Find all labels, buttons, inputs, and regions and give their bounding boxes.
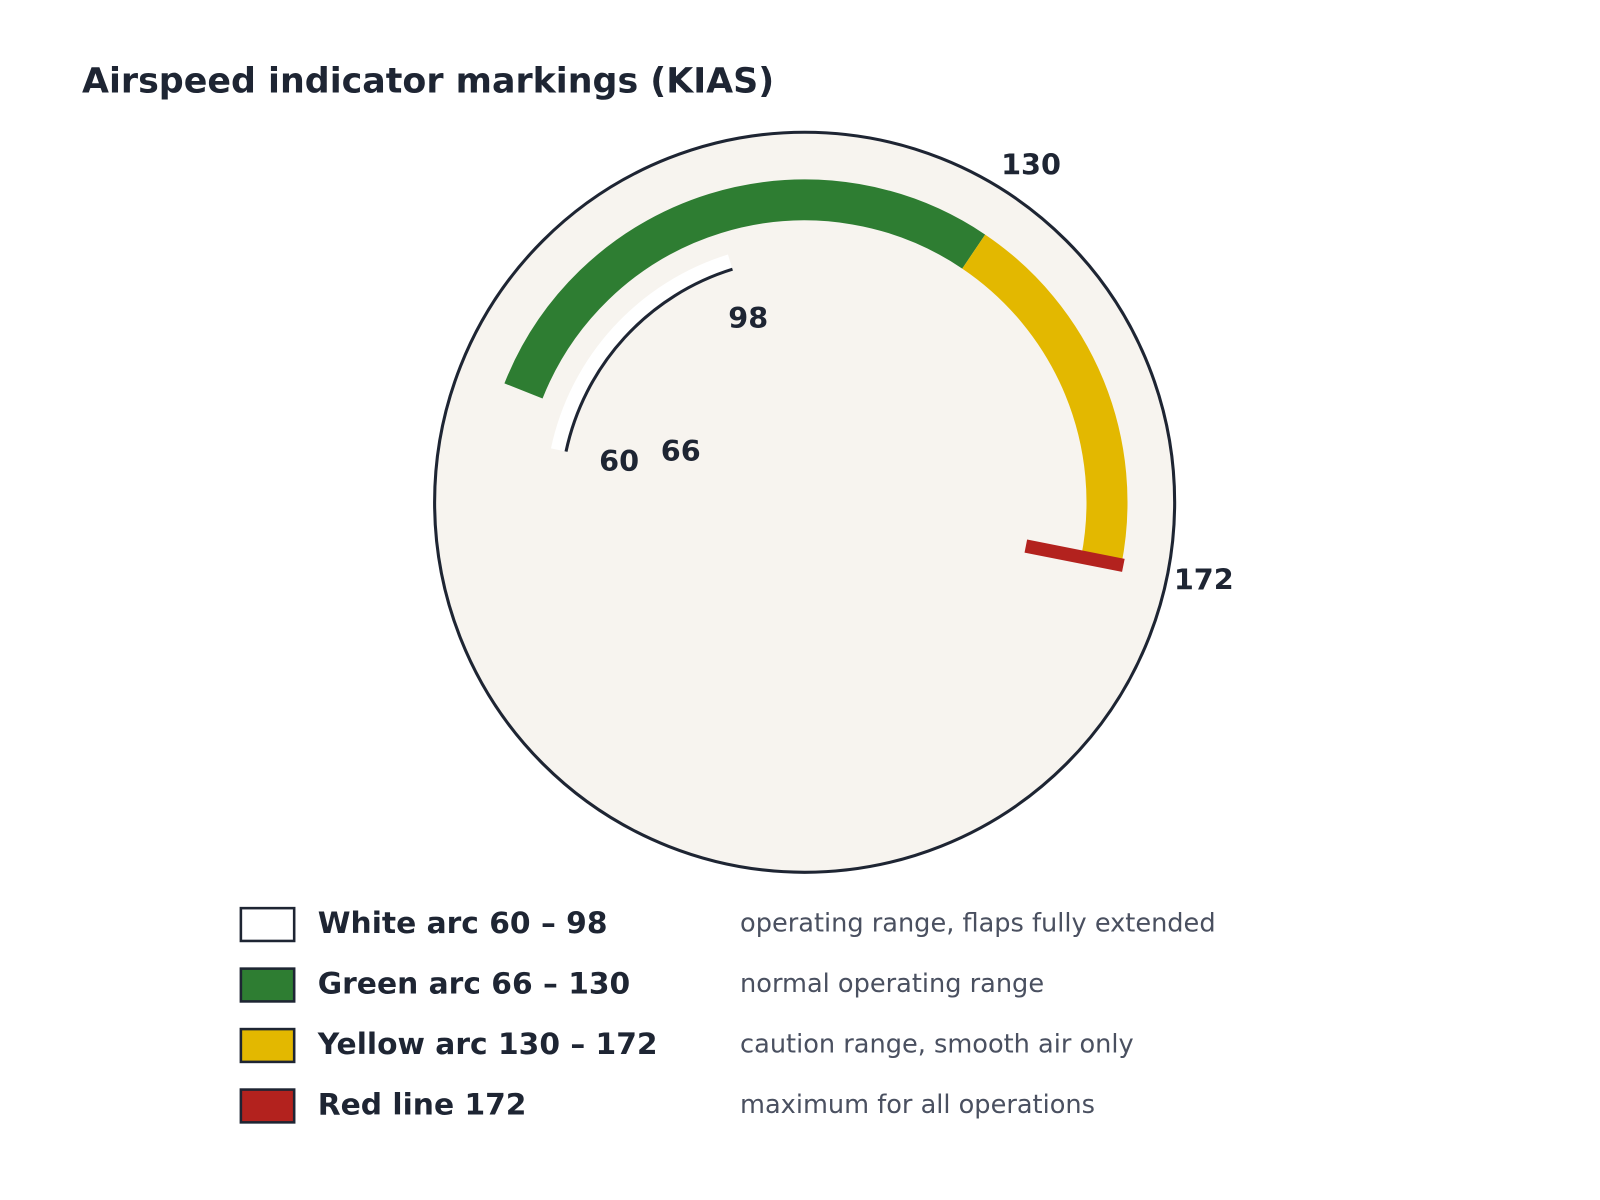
legend-swatch [239, 1027, 296, 1064]
dial-face [433, 130, 1177, 874]
white-arc-edge [564, 267, 733, 452]
band-arc [504, 179, 986, 399]
chart-title: Airspeed indicator markings (KIAS) [82, 61, 774, 101]
legend-label: Yellow arc 130 – 172 [317, 1027, 658, 1062]
legend-label: White arc 60 – 98 [318, 906, 608, 941]
dial-label: 60 [599, 444, 639, 478]
legend-label: Green arc 66 – 130 [318, 967, 630, 1002]
legend-description: operating range, flaps fully extended [740, 909, 1216, 939]
dial-label: 130 [1001, 148, 1061, 182]
legend-swatch [239, 967, 296, 1003]
legend-label: Red line 172 [318, 1087, 527, 1122]
band-arc [962, 234, 1128, 565]
dial-label: 172 [1174, 562, 1234, 596]
white-arc [550, 254, 733, 452]
dial-label: 66 [661, 434, 701, 468]
red-line [1024, 539, 1125, 572]
legend-swatch [239, 1088, 296, 1124]
legend-description: maximum for all operations [740, 1090, 1095, 1120]
legend-description: normal operating range [740, 969, 1044, 999]
legend-description: caution range, smooth air only [740, 1030, 1134, 1060]
dial-label: 98 [728, 301, 768, 335]
legend-swatch [239, 906, 296, 943]
